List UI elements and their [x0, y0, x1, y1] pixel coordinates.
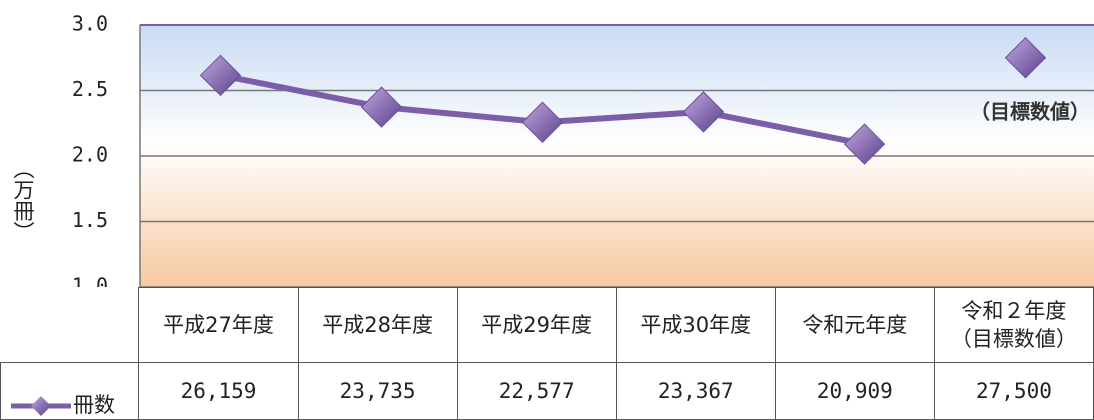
y-tick-label: 3.0: [72, 12, 108, 36]
value-cell: 20,909: [774, 362, 935, 420]
data-point: [360, 86, 403, 128]
y-tick-label: 1.5: [72, 208, 108, 232]
data-point: [682, 91, 725, 133]
annotation: （目標数値）: [970, 100, 1090, 124]
chart: （万冊） 1.0 1.5 2.0 2.5 3.0 （目標数値）: [11, 12, 1094, 288]
value-cell: 23,367: [615, 362, 776, 420]
page: {"chart_data": {"type": "line", "y_label…: [0, 11, 1094, 420]
y-axis-label: （万冊）: [11, 158, 35, 242]
legend-label: 冊数: [73, 393, 115, 417]
value-cell: 27,500: [933, 362, 1094, 420]
data-point: [521, 101, 564, 143]
y-tick-label: 2.0: [72, 143, 108, 167]
value-cell: 22,577: [456, 362, 617, 420]
category-cell: 令和元年度: [774, 287, 935, 363]
y-tick-label: 1.0: [72, 274, 108, 288]
category-cell: 令和２年度 （目標数値）: [933, 287, 1094, 363]
data-table: 平成27年度 平成28年度 平成29年度 平成30年度 令和元年度 令和２年度 （目標数値…: [0, 287, 1094, 420]
value-cell: 26,159: [138, 362, 299, 420]
data-point: [199, 54, 242, 97]
category-row: 平成27年度 平成28年度 平成29年度 平成30年度 令和元年度 令和２年度 （目標数値…: [0, 287, 1094, 363]
value-row: 冊数 26,159 23,735 22,577 23,367 20,909 27,500: [0, 362, 1094, 420]
category-cell: 平成30年度: [615, 287, 776, 363]
category-cell: 平成27年度: [138, 287, 299, 363]
legend-cell: 冊数: [0, 362, 140, 420]
legend-marker: [11, 396, 71, 416]
y-tick-label: 2.5: [72, 77, 108, 101]
data-point: [1004, 37, 1047, 79]
blank-cell: [0, 287, 140, 363]
value-cell: 23,735: [297, 362, 458, 420]
data-point: [843, 123, 886, 165]
category-cell: 平成28年度: [297, 287, 458, 363]
category-cell: 平成29年度: [456, 287, 617, 363]
